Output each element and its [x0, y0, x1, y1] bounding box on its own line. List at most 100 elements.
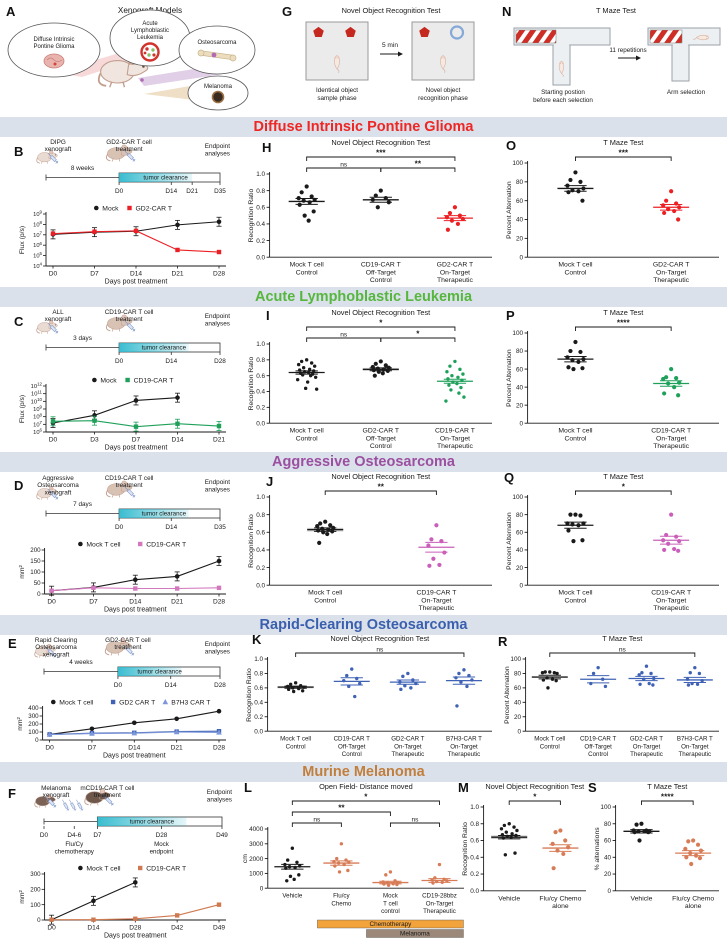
svg-text:tumor clearance: tumor clearance — [142, 345, 187, 352]
panel-M-nor-plot: Novel Object Recognition Test 0.0 0.2 0.4 0.… — [462, 782, 586, 910]
svg-text:20: 20 — [604, 871, 612, 878]
svg-text:40: 40 — [514, 700, 522, 707]
svg-text:D35: D35 — [214, 524, 226, 531]
section-header-all: Acute Lymphoblastic Leukemia — [0, 287, 727, 307]
svg-text:107: 107 — [33, 420, 42, 428]
svg-text:D0: D0 — [40, 832, 49, 839]
svg-text:150: 150 — [30, 558, 41, 565]
svg-text:400: 400 — [28, 705, 39, 712]
svg-text:Mock T cell: Mock T cell — [59, 700, 94, 707]
panel-L-open-field-plot: Open Field- Distance moved 0 1000 2000 3000 4… — [242, 782, 464, 938]
svg-text:40: 40 — [516, 547, 524, 554]
svg-text:1000: 1000 — [249, 871, 264, 878]
bubble-dipg-line2: Pontine Glioma — [33, 44, 75, 50]
svg-text:100: 100 — [510, 656, 521, 663]
bubble-all-line2: Lymphoblastic — [131, 28, 169, 34]
svg-text:D7: D7 — [89, 599, 98, 606]
svg-text:1010: 1010 — [31, 397, 43, 405]
svg-text:0.8: 0.8 — [256, 512, 265, 519]
svg-text:40: 40 — [516, 384, 524, 391]
bubble-osteosarcoma — [178, 25, 256, 75]
svg-text:106: 106 — [33, 241, 42, 249]
svg-text:108: 108 — [33, 412, 42, 420]
svg-text:109: 109 — [33, 405, 42, 413]
svg-text:Percent Alternation: Percent Alternation — [506, 512, 513, 570]
panel-G-title: Novel Object Recognition Test — [342, 6, 441, 15]
panel-P-tmaze-plot: T Maze Test 0 20 40 60 80 100 Percent Alternati… — [506, 308, 719, 450]
panel-S-tmaze-plot: T Maze Test 0 20 40 60 80 100 % alternations Veh… — [594, 782, 719, 910]
svg-text:D14: D14 — [165, 358, 177, 365]
svg-text:0.0: 0.0 — [254, 728, 263, 735]
svg-text:CD19-CAR T: CD19-CAR T — [146, 866, 186, 873]
panel-I-nor-plot: Novel Object Recognition Test 0.0 0.2 0.4 0.… — [248, 308, 492, 450]
blocked-arm-stripes — [515, 29, 557, 44]
svg-text:D35: D35 — [214, 188, 226, 195]
panel-letter-A: A — [6, 4, 16, 19]
panel-B-timeline: 8 weeks tumor clearance D0 D14 D21 D35 Endpoin… — [36, 139, 230, 195]
svg-text:0.8: 0.8 — [256, 357, 265, 364]
svg-text:ns: ns — [376, 647, 384, 654]
panel-E-timeline: 4 weeks tumor clearance D0 D14 D28 Endpoint an… — [34, 637, 230, 689]
melanoma-icon — [211, 90, 225, 104]
svg-text:D0: D0 — [115, 358, 124, 365]
svg-text:****: **** — [661, 793, 675, 802]
selection-caption: Arm selection — [667, 89, 706, 96]
svg-text:50: 50 — [34, 580, 41, 587]
svg-text:mm²: mm² — [19, 564, 26, 578]
svg-text:D14: D14 — [165, 188, 177, 195]
svg-text:0.4: 0.4 — [254, 700, 263, 707]
svg-text:Flu/Cy: Flu/Cy — [65, 841, 84, 848]
svg-text:0.0: 0.0 — [256, 420, 265, 427]
svg-text:D28: D28 — [213, 271, 225, 278]
svg-text:0.6: 0.6 — [254, 685, 263, 692]
panel-D-timeline: 7 days tumor clearance D0 D14 D35 Endpoint ana… — [36, 475, 230, 531]
svg-text:D28: D28 — [129, 925, 141, 932]
svg-text:ns: ns — [340, 162, 348, 169]
bubble-dipg — [7, 22, 101, 78]
svg-text:0: 0 — [520, 420, 524, 427]
panel-letter-C: C — [14, 314, 24, 329]
bubble-melanoma-label: Melanoma — [204, 84, 233, 90]
svg-text:Mock T cell: Mock T cell — [86, 542, 121, 549]
svg-text:0.4: 0.4 — [256, 221, 265, 228]
svg-text:0.4: 0.4 — [470, 854, 479, 861]
svg-text:106: 106 — [33, 428, 42, 436]
svg-text:60: 60 — [516, 366, 524, 373]
svg-text:*: * — [364, 793, 368, 802]
panel-letter-L: L — [244, 780, 252, 795]
svg-text:300: 300 — [28, 713, 39, 720]
svg-text:D14: D14 — [165, 524, 177, 531]
svg-text:80: 80 — [514, 671, 522, 678]
panel-letter-R: R — [498, 634, 508, 649]
svg-text:% alternations: % alternations — [594, 827, 601, 871]
tumor-dot-leg — [140, 78, 144, 82]
svg-text:1012: 1012 — [31, 382, 43, 390]
svg-text:20: 20 — [514, 714, 522, 721]
bubble-all-line3: Leukemia — [137, 35, 164, 41]
svg-text:Recognition Ratio: Recognition Ratio — [246, 668, 253, 722]
svg-text:D0: D0 — [47, 599, 56, 606]
svg-text:D49: D49 — [213, 925, 225, 932]
svg-text:*: * — [379, 319, 383, 328]
svg-text:80: 80 — [604, 821, 612, 828]
bubble-all-line1: Acute — [142, 21, 158, 27]
svg-text:***: *** — [619, 149, 629, 158]
svg-text:Percent Alternation: Percent Alternation — [506, 181, 513, 239]
panel-letter-G: G — [282, 4, 293, 19]
panel-letter-I: I — [266, 308, 270, 323]
svg-text:T Maze Test: T Maze Test — [602, 634, 642, 643]
svg-text:*: * — [533, 793, 537, 802]
